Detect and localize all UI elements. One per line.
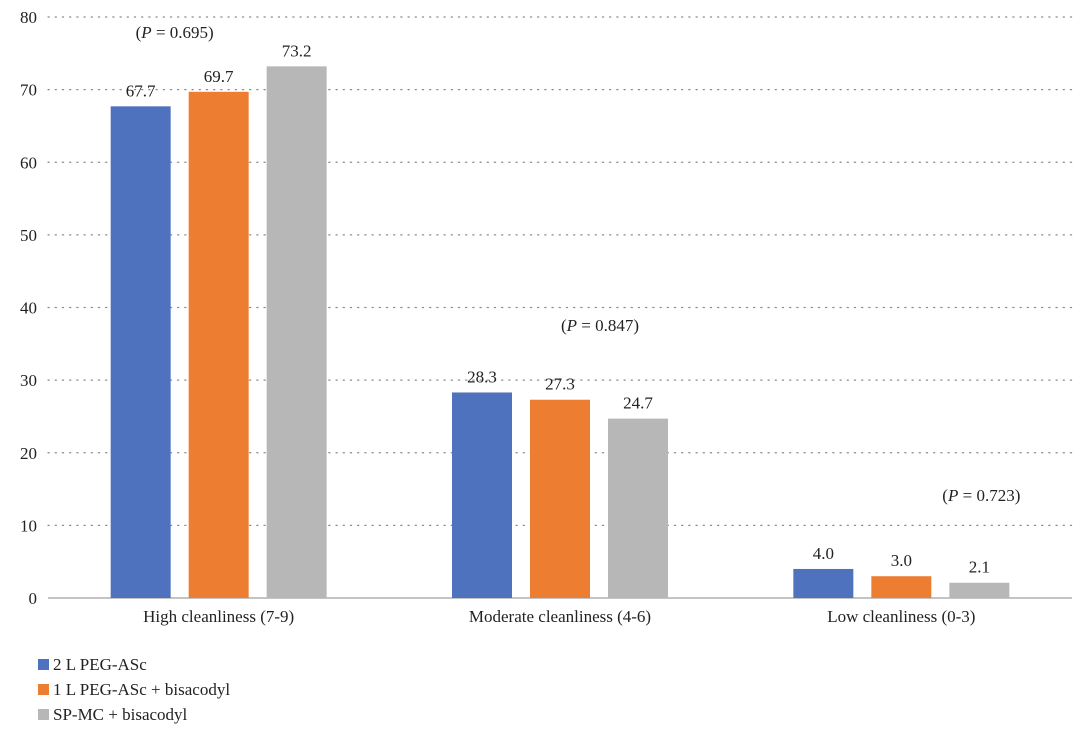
bar [452,392,512,598]
bar [266,66,327,598]
y-tick-label: 40 [20,299,37,318]
y-tick-label: 60 [20,153,37,172]
bar-value-label: 2.1 [969,558,990,577]
bar [530,399,590,598]
bar-value-label: 4.0 [813,544,834,563]
bar-value-label: 3.0 [891,551,912,570]
x-axis-category-labels: High cleanliness (7-9) Moderate cleanline… [143,607,975,626]
p-value-annotation: (P = 0.847) [561,316,639,335]
bar [793,568,854,598]
y-tick-label: 50 [20,226,37,245]
y-tick-label: 10 [20,516,37,535]
p-value-annotation: (P = 0.723) [942,486,1020,505]
bar [608,418,668,598]
legend-swatch-icon [38,684,49,695]
bars [110,66,1010,599]
y-axis-ticks: 0 10 20 30 40 50 60 70 80 [20,8,37,608]
legend: 2 L PEG-ASc 1 L PEG-ASc + bisacodyl SP-M… [38,652,230,727]
legend-item: SP-MC + bisacodyl [38,702,230,727]
bar-value-label: 73.2 [282,41,312,60]
bar-value-label: 69.7 [204,67,234,86]
legend-label: 2 L PEG-ASc [53,654,147,674]
legend-swatch-icon [38,659,49,670]
y-tick-label: 0 [29,589,38,608]
bar [188,91,249,599]
legend-item: 1 L PEG-ASc + bisacodyl [38,677,230,702]
y-tick-label: 30 [20,371,37,390]
legend-swatch-icon [38,709,49,720]
legend-label: SP-MC + bisacodyl [53,704,188,724]
bar-value-labels: 67.7 69.7 73.2 28.3 27.3 24.7 4.0 3.0 2.1 [126,41,990,576]
x-category-label: Low cleanliness (0-3) [827,607,975,626]
y-tick-label: 70 [20,81,37,100]
bar-value-label: 24.7 [623,394,653,413]
bar [949,582,1010,598]
legend-item: 2 L PEG-ASc [38,652,230,677]
bar [871,576,932,598]
p-value-annotations: (P = 0.695) (P = 0.847) (P = 0.723) [136,23,1021,505]
x-category-label: Moderate cleanliness (4-6) [469,607,651,626]
bar-value-label: 28.3 [467,367,497,386]
y-tick-label: 20 [20,444,37,463]
bar-value-label: 27.3 [545,375,575,394]
p-value-annotation: (P = 0.695) [136,23,214,42]
bar-value-label: 67.7 [126,81,156,100]
bar [110,106,171,599]
y-tick-label: 80 [20,8,37,27]
x-category-label: High cleanliness (7-9) [143,607,294,626]
legend-label: 1 L PEG-ASc + bisacodyl [53,679,231,699]
